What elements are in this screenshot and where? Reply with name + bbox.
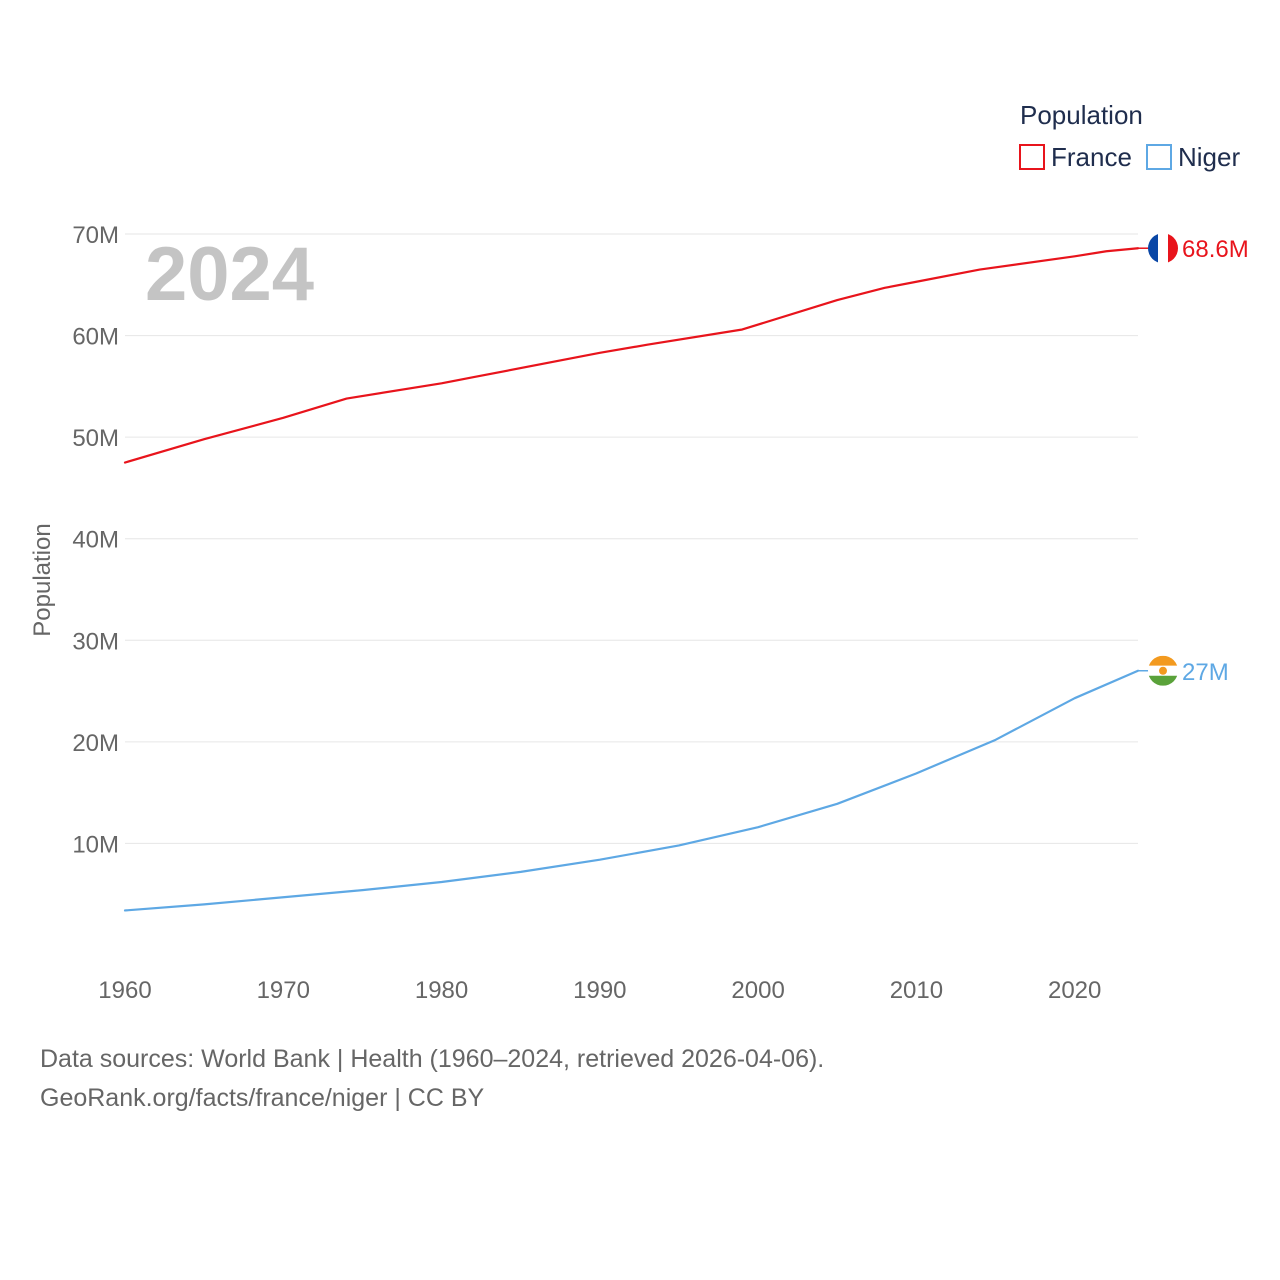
legend[interactable]: Population France Niger (1019, 100, 1240, 172)
y-tick-label-10M: 10M (72, 831, 119, 858)
series-end-labels: 68.6M 27M (1138, 233, 1249, 686)
legend-label-france: France (1051, 142, 1132, 172)
y-tick-label-70M: 70M (72, 222, 119, 249)
france-flag-icon (1148, 233, 1178, 264)
year-label: 2024 (145, 232, 314, 317)
legend-swatch-france (1019, 144, 1045, 170)
end-value-label-france: 68.6M (1182, 236, 1249, 263)
y-tick-label-40M: 40M (72, 527, 119, 554)
x-tick-label-1960: 1960 (98, 977, 151, 1004)
legend-items[interactable]: France Niger (1019, 142, 1240, 172)
x-axis-ticks: 1960 1970 1980 1990 2000 2010 2020 (98, 977, 1101, 1004)
legend-item-niger[interactable]: Niger (1146, 142, 1240, 172)
x-tick-label-1980: 1980 (415, 977, 468, 1004)
y-tick-label-30M: 30M (72, 628, 119, 655)
y-tick-label-50M: 50M (72, 425, 119, 452)
end-value-label-niger: 27M (1182, 659, 1229, 686)
x-tick-label-1970: 1970 (257, 977, 310, 1004)
legend-title: Population (1020, 100, 1143, 130)
footer-link[interactable]: GeoRank.org/facts/france/niger | CC BY (40, 1084, 485, 1112)
y-axis-ticks: 10M 20M 30M 40M 50M 60M 70M (72, 222, 119, 858)
grid-lines (125, 233, 1138, 844)
series-line-france (123, 247, 1140, 464)
y-axis-title: Population (29, 523, 56, 636)
legend-swatch-niger (1146, 144, 1172, 170)
x-tick-label-2020: 2020 (1048, 977, 1101, 1004)
x-tick-label-1990: 1990 (573, 977, 626, 1004)
x-tick-label-2010: 2010 (890, 977, 943, 1004)
y-tick-label-20M: 20M (72, 730, 119, 757)
niger-flag-icon (1148, 655, 1178, 686)
x-tick-label-2000: 2000 (731, 977, 784, 1004)
footer-source: Data sources: World Bank | Health (1960–… (40, 1045, 825, 1073)
series-line-niger (123, 669, 1140, 912)
series-lines (123, 247, 1140, 912)
legend-item-france[interactable]: France (1019, 142, 1132, 172)
legend-label-niger: Niger (1178, 142, 1240, 172)
y-tick-label-60M: 60M (72, 324, 119, 351)
